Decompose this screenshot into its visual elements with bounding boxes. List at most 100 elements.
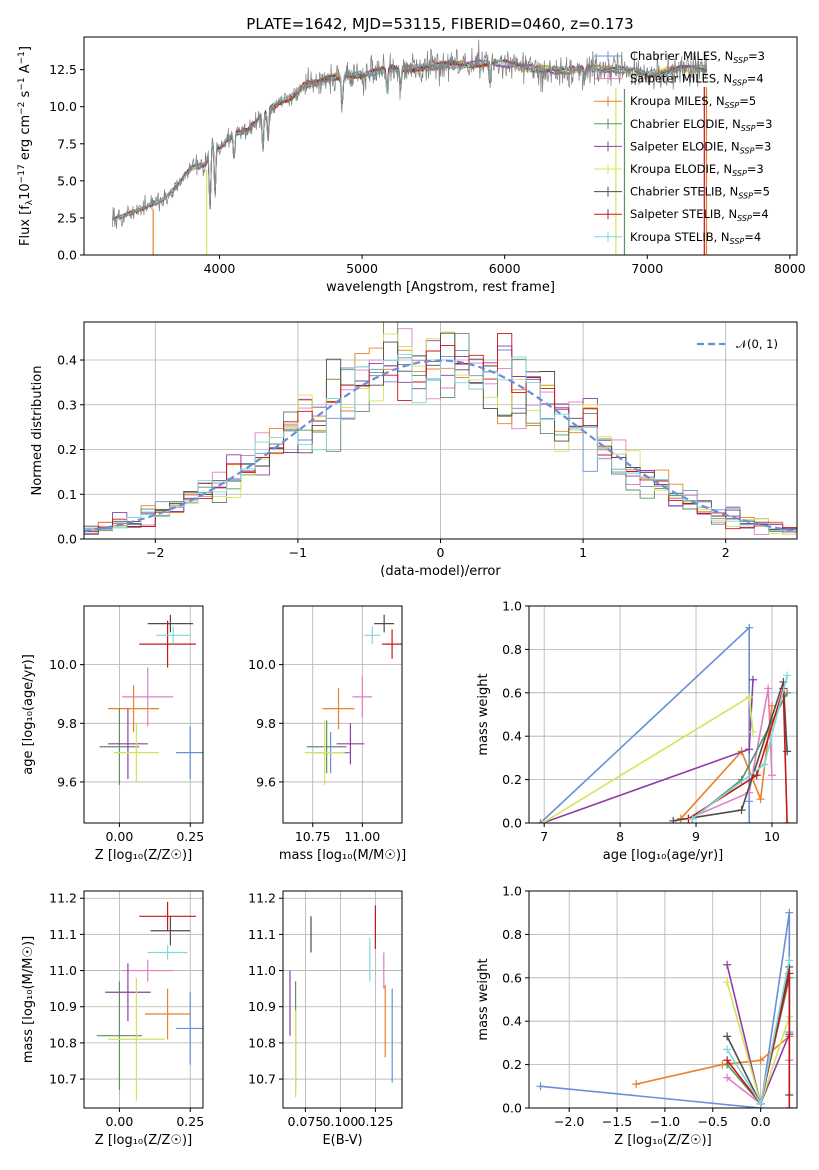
errorbar-point <box>139 620 196 668</box>
y-tick-label: 0.2 <box>502 1057 522 1072</box>
y-axis-label: mass weight <box>476 958 491 1040</box>
y-tick-label: 9.8 <box>256 716 276 731</box>
y-tick-label: 10.7 <box>248 1072 276 1087</box>
y-tick-label: 0.8 <box>502 927 522 942</box>
x-tick-label: 0.25 <box>176 829 204 844</box>
x-tick-label: −1.0 <box>650 1114 680 1129</box>
panel-age-vs-mass: 10.75 11.00 9.6 9.8 10.0 mass [log₁₀(M/M☉)] <box>248 605 406 863</box>
weight-marker <box>669 816 678 823</box>
weight-marker <box>783 819 792 823</box>
errorbar-point <box>147 614 194 633</box>
y-tick-label: 0.8 <box>502 642 522 657</box>
y-axis-label: mass weight <box>476 673 491 755</box>
weight-marker <box>723 1056 732 1065</box>
weight-marker <box>745 819 754 823</box>
weight-line <box>726 973 791 1108</box>
x-tick-label: 0.100 <box>323 1114 359 1129</box>
x-axis-label: age [log₁₀(age/yr)] <box>603 848 724 863</box>
y-tick-label: 11.1 <box>49 927 77 942</box>
y-tick-label: 12.5 <box>49 62 77 77</box>
y-tick-label: 11.0 <box>248 963 276 978</box>
model-line <box>112 58 708 221</box>
x-axis-label: wavelength [Angstrom, rest frame] <box>326 280 555 295</box>
weight-marker <box>536 1082 545 1091</box>
weight-line <box>673 681 788 822</box>
x-tick-label: 0.00 <box>105 829 133 844</box>
weight-marker <box>688 814 697 823</box>
ticks: 4000 5000 6000 7000 8000 0.0 2.5 5.0 7.5 10.0 12.5 <box>49 62 806 276</box>
weight-marker <box>767 771 776 780</box>
x-tick-label: 0.25 <box>176 1114 204 1129</box>
weight-line <box>726 964 791 1107</box>
weight-marker <box>767 701 776 710</box>
legend: Chabrier MILES, NSSP=3 Salpeter MILES, NS… <box>594 49 772 246</box>
errorbar-point <box>99 708 140 785</box>
ticks: 10.75 11.00 9.6 9.8 10.0 <box>248 657 380 844</box>
y-axis-label: Flux [fλ​10−17​ erg cm−2​ s−1​ A−1​] <box>17 46 35 246</box>
axes-frame <box>282 890 403 1109</box>
x-tick-label: 0.0 <box>751 1114 771 1129</box>
weight-series <box>688 688 792 823</box>
weight-marker <box>536 819 545 823</box>
x-tick-label: 6000 <box>489 261 521 276</box>
y-tick-label: 0.1 <box>57 487 77 502</box>
x-tick-label: 0.125 <box>358 1114 394 1129</box>
y-tick-label: 2.5 <box>57 210 77 225</box>
plot-area <box>536 623 792 823</box>
x-tick-label: −0.5 <box>698 1114 728 1129</box>
legend-entry: Chabrier MILES, NSSP=3 <box>630 49 765 65</box>
gaussian-curve <box>84 359 795 533</box>
errorbar-point <box>374 614 395 633</box>
weight-marker <box>723 1032 732 1041</box>
errorbar-point <box>352 676 373 718</box>
y-tick-label: 11.2 <box>248 891 276 906</box>
weight-series <box>669 677 792 823</box>
x-tick-label: −1.5 <box>602 1114 632 1129</box>
weight-series <box>688 671 792 823</box>
axes-frame <box>528 890 798 1109</box>
ticks: 7 8 9 10 0.0 0.2 0.4 0.6 0.8 1.0 <box>502 599 780 845</box>
weight-series <box>684 684 776 823</box>
y-tick-label: 10.0 <box>248 657 276 672</box>
y-tick-label: 11.0 <box>49 963 77 978</box>
axes-frame <box>83 36 798 256</box>
errorbar-point <box>144 988 191 1040</box>
y-tick-label: 0.4 <box>502 1014 522 1029</box>
errorbar-point <box>176 992 203 1065</box>
model-line <box>112 58 708 221</box>
y-tick-label: 10.7 <box>49 1072 77 1087</box>
legend-entry: Kroupa MILES, NSSP=5 <box>630 94 756 110</box>
ticks: −2.0 −1.5 −1.0 −0.5 0.0 0.0 0.2 0.4 0.6 0.8 1.0 <box>502 884 771 1130</box>
errorbar-point <box>382 629 402 659</box>
y-tick-label: 9.6 <box>57 774 77 789</box>
weight-marker <box>723 978 732 987</box>
model-line <box>112 58 708 222</box>
ticks: 0.00 0.25 9.6 9.8 10.0 <box>49 657 204 844</box>
errorbar-point <box>147 945 188 960</box>
x-tick-label: −1 <box>289 545 307 560</box>
weight-marker <box>785 956 794 965</box>
legend-entry: Chabrier ELODIE, NSSP=3 <box>630 117 772 133</box>
weight-marker <box>723 1045 732 1054</box>
grid-lines <box>529 890 797 1109</box>
model-line <box>112 57 708 221</box>
grid-lines <box>84 606 203 823</box>
y-tick-label: 0.6 <box>502 685 522 700</box>
weight-marker <box>723 1073 732 1082</box>
weight-marker <box>723 960 732 969</box>
x-axis-label: Z [log₁₀(Z/Z☉)] <box>95 848 192 863</box>
weight-marker <box>632 1080 641 1089</box>
y-tick-label: 0.3 <box>57 397 77 412</box>
panel-spectrum: 4000 5000 6000 7000 8000 0.0 2.5 5.0 7.5 10.0 12.5… <box>17 36 806 295</box>
y-tick-label: 1.0 <box>502 884 522 899</box>
errorbar-point <box>96 981 143 1090</box>
y-tick-label: 5.0 <box>57 173 77 188</box>
model-line <box>112 58 708 220</box>
panel-mass-vs-Z: 0.00 0.25 10.7 10.8 10.9 11.0 11.1 11.2 Z [log₁₀… <box>21 890 204 1148</box>
x-tick-label: 8 <box>616 829 624 844</box>
ticks: 0.075 0.100 0.125 10.7 10.8 10.9 11.0 11.1 11.2 <box>248 891 393 1129</box>
weight-marker <box>785 908 794 917</box>
weight-marker <box>745 693 754 702</box>
histogram-step <box>84 354 797 531</box>
